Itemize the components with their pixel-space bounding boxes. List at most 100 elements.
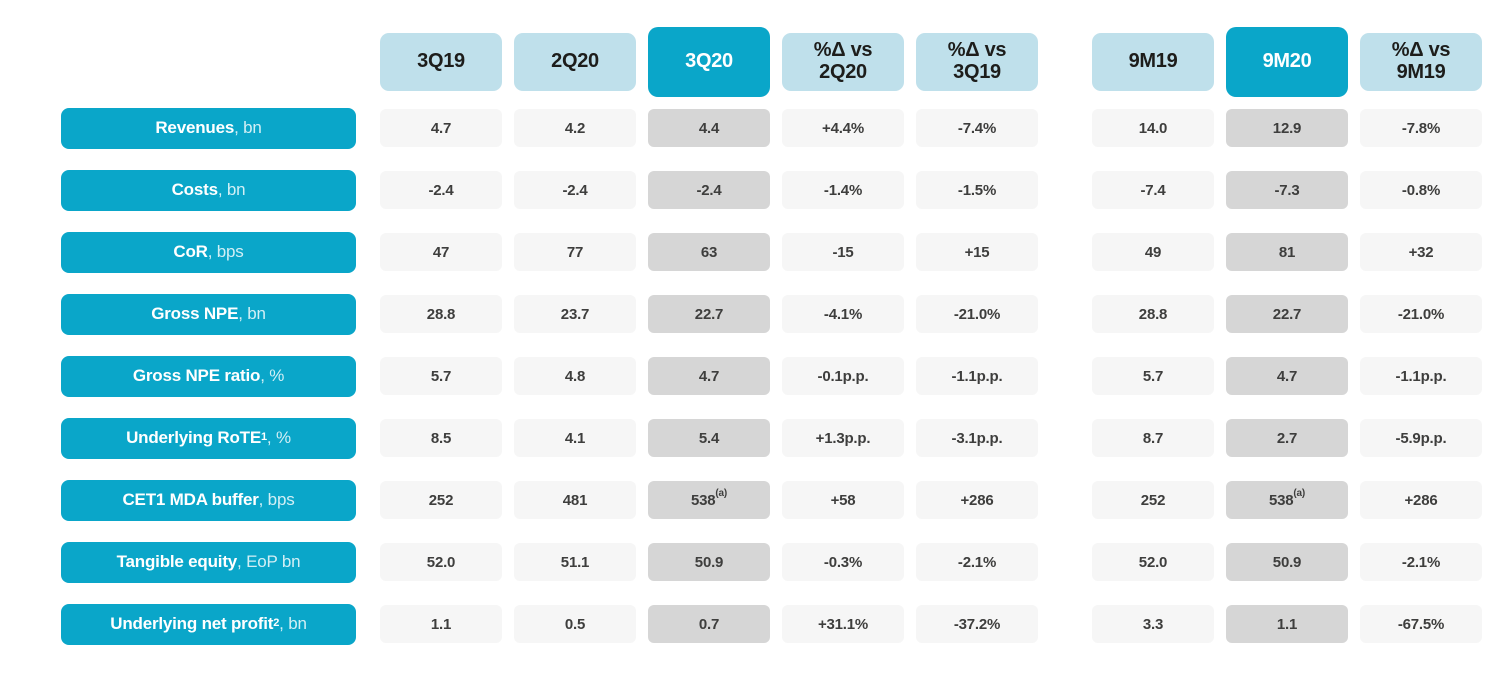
cell-underlying-rote-9m19: 8.7 [1092, 419, 1214, 457]
row-label-gross-npe-ratio: Gross NPE ratio, % [61, 355, 356, 397]
cell-tangible-equity-delta-vs-9m19: -2.1% [1360, 543, 1482, 581]
cell-cet1-mda-buffer-2q20: 481 [514, 481, 636, 519]
cell-tangible-equity-2q20: 51.1 [514, 543, 636, 581]
row-label-costs: Costs, bn [61, 169, 356, 211]
cell-underlying-rote-delta-vs-3q19: -3.1p.p. [916, 419, 1038, 457]
row-label-unit: , % [260, 366, 285, 385]
row-label-metric: Costs [171, 180, 218, 199]
row-label-revenues: Revenues, bn [61, 107, 356, 149]
cell-underlying-net-profit-3q20: 0.7 [648, 605, 770, 643]
row-label-underlying-net-profit: Underlying net profit 2, bn [61, 603, 356, 645]
cell-revenues-2q20: 4.2 [514, 109, 636, 147]
kpi-table: 3Q19 2Q20 3Q20 %Δ vs 2Q20 %Δ vs 3Q19 9M19 9M20… [61, 27, 1482, 655]
column-group-spacer [1050, 469, 1080, 531]
cell-revenues-9m19: 14.0 [1092, 109, 1214, 147]
cell-underlying-net-profit-delta-vs-3q19: -37.2% [916, 605, 1038, 643]
column-group-spacer [1050, 593, 1080, 655]
cell-revenues-9m20: 12.9 [1226, 109, 1348, 147]
column-header-delta-vs-2q20: %Δ vs 2Q20 [782, 33, 904, 91]
cell-gross-npe-9m19: 28.8 [1092, 295, 1214, 333]
cell-tangible-equity-9m20: 50.9 [1226, 543, 1348, 581]
cell-underlying-net-profit-9m20: 1.1 [1226, 605, 1348, 643]
column-group-spacer [1050, 221, 1080, 283]
cell-costs-delta-vs-2q20: -1.4% [782, 171, 904, 209]
column-header-3q19: 3Q19 [380, 33, 502, 91]
cell-costs-delta-vs-9m19: -0.8% [1360, 171, 1482, 209]
cell-tangible-equity-3q19: 52.0 [380, 543, 502, 581]
row-label-unit: , EoP bn [237, 552, 301, 571]
cell-costs-9m20: -7.3 [1226, 171, 1348, 209]
column-header-delta-vs-3q19: %Δ vs 3Q19 [916, 33, 1038, 91]
cell-cor-delta-vs-2q20: -15 [782, 233, 904, 271]
cell-cor-9m19: 49 [1092, 233, 1214, 271]
cell-cet1-mda-buffer-9m20: 538 (a) [1226, 481, 1348, 519]
cell-gross-npe-ratio-9m19: 5.7 [1092, 357, 1214, 395]
cell-cet1-mda-buffer-delta-vs-9m19: +286 [1360, 481, 1482, 519]
cell-underlying-net-profit-2q20: 0.5 [514, 605, 636, 643]
cell-underlying-net-profit-delta-vs-9m19: -67.5% [1360, 605, 1482, 643]
cell-underlying-rote-3q20: 5.4 [648, 419, 770, 457]
cell-costs-3q20: -2.4 [648, 171, 770, 209]
row-label-unit: , bn [238, 304, 266, 323]
row-label-metric: Underlying RoTE [126, 428, 261, 447]
cell-costs-delta-vs-3q19: -1.5% [916, 171, 1038, 209]
cell-gross-npe-delta-vs-2q20: -4.1% [782, 295, 904, 333]
cell-cor-3q20: 63 [648, 233, 770, 271]
cell-underlying-rote-delta-vs-2q20: +1.3p.p. [782, 419, 904, 457]
cell-gross-npe-9m20: 22.7 [1226, 295, 1348, 333]
cell-cor-delta-vs-3q19: +15 [916, 233, 1038, 271]
cell-gross-npe-3q19: 28.8 [380, 295, 502, 333]
row-label-unit: , bn [234, 118, 262, 137]
cell-cet1-mda-buffer-delta-vs-3q19: +286 [916, 481, 1038, 519]
row-label-metric: Underlying net profit [110, 614, 274, 633]
cell-gross-npe-delta-vs-3q19: -21.0% [916, 295, 1038, 333]
row-label-unit: , bn [217, 180, 246, 199]
column-group-spacer [1050, 283, 1080, 345]
cell-cet1-mda-buffer-delta-vs-2q20: +58 [782, 481, 904, 519]
cell-gross-npe-ratio-9m20: 4.7 [1226, 357, 1348, 395]
row-label-cor: CoR, bps [61, 231, 356, 273]
column-header-3q20: 3Q20 [648, 27, 770, 97]
cell-underlying-rote-9m20: 2.7 [1226, 419, 1348, 457]
cell-underlying-rote-2q20: 4.1 [514, 419, 636, 457]
cell-revenues-delta-vs-2q20: +4.4% [782, 109, 904, 147]
row-label-metric: CoR [173, 242, 208, 261]
cell-underlying-net-profit-9m19: 3.3 [1092, 605, 1214, 643]
cell-costs-9m19: -7.4 [1092, 171, 1214, 209]
cell-revenues-delta-vs-9m19: -7.8% [1360, 109, 1482, 147]
column-group-spacer [1050, 159, 1080, 221]
cell-tangible-equity-3q20: 50.9 [648, 543, 770, 581]
cell-underlying-rote-3q19: 8.5 [380, 419, 502, 457]
column-header-delta-vs-9m19: %Δ vs 9M19 [1360, 33, 1482, 91]
table-corner [61, 27, 368, 97]
column-header-9m19: 9M19 [1092, 33, 1214, 91]
cell-underlying-net-profit-3q19: 1.1 [380, 605, 502, 643]
row-label-cet1-mda-buffer: CET1 MDA buffer, bps [61, 479, 356, 521]
cell-gross-npe-delta-vs-9m19: -21.0% [1360, 295, 1482, 333]
column-group-spacer [1050, 345, 1080, 407]
cell-gross-npe-ratio-delta-vs-9m19: -1.1p.p. [1360, 357, 1482, 395]
cell-underlying-rote-delta-vs-9m19: -5.9p.p. [1360, 419, 1482, 457]
row-label-tangible-equity: Tangible equity, EoP bn [61, 541, 356, 583]
row-label-underlying-rote: Underlying RoTE 1, % [61, 417, 356, 459]
column-group-spacer [1050, 531, 1080, 593]
row-label-unit: , % [266, 428, 291, 447]
row-label-unit: , bps [258, 490, 295, 509]
column-group-spacer [1050, 407, 1080, 469]
column-group-spacer [1050, 97, 1080, 159]
cell-gross-npe-3q20: 22.7 [648, 295, 770, 333]
row-label-metric: Revenues [155, 118, 235, 137]
cell-underlying-net-profit-delta-vs-2q20: +31.1% [782, 605, 904, 643]
cell-gross-npe-2q20: 23.7 [514, 295, 636, 333]
row-label-unit: , bn [279, 614, 307, 633]
column-group-spacer [1050, 27, 1080, 97]
cell-gross-npe-ratio-2q20: 4.8 [514, 357, 636, 395]
cell-cor-delta-vs-9m19: +32 [1360, 233, 1482, 271]
cell-gross-npe-ratio-3q20: 4.7 [648, 357, 770, 395]
row-label-metric: Gross NPE ratio [132, 366, 261, 385]
cell-gross-npe-ratio-delta-vs-2q20: -0.1p.p. [782, 357, 904, 395]
cell-tangible-equity-delta-vs-2q20: -0.3% [782, 543, 904, 581]
cell-cor-9m20: 81 [1226, 233, 1348, 271]
row-label-metric: Gross NPE [151, 304, 239, 323]
